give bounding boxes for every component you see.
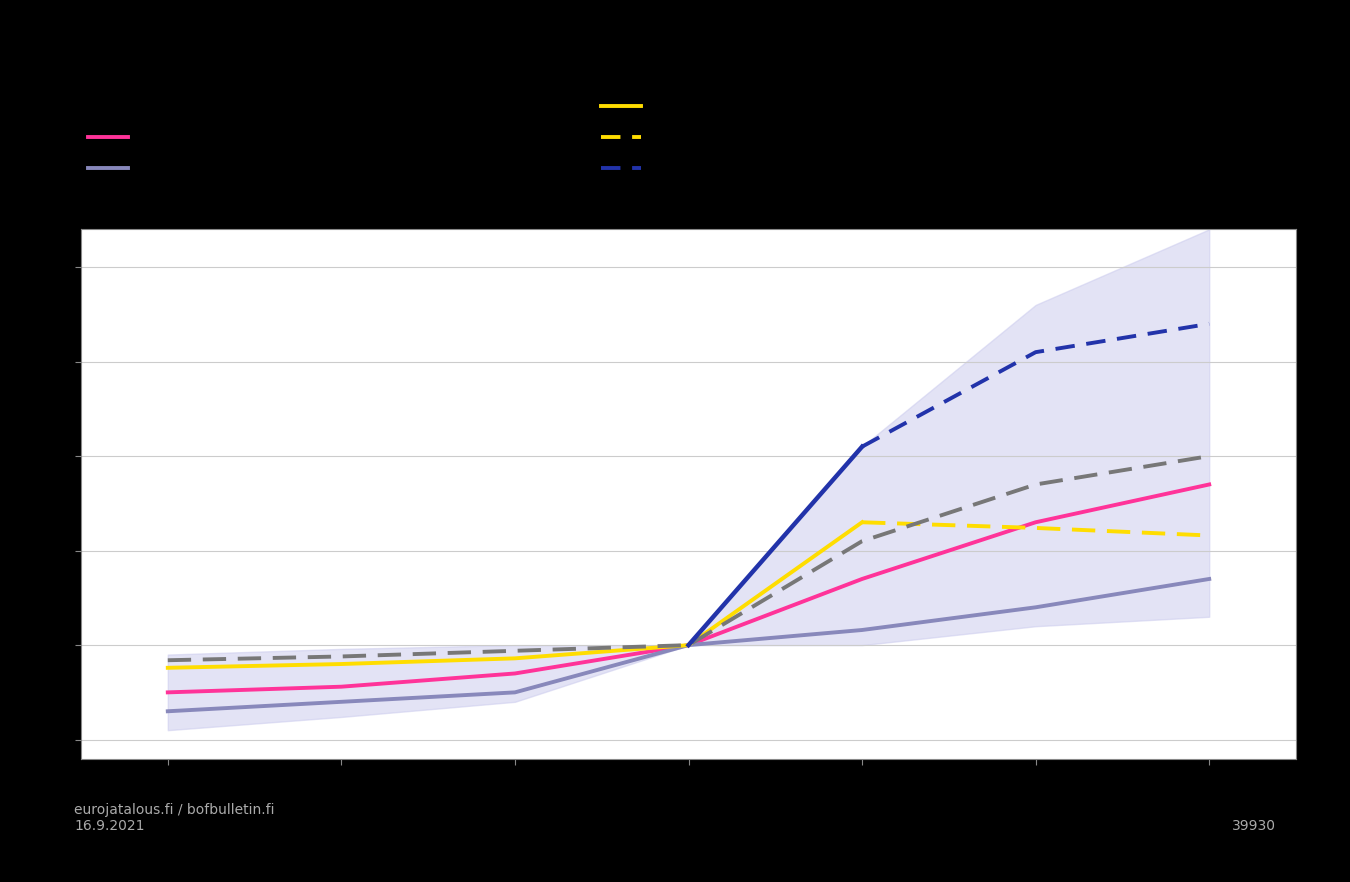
Text: eurojatalous.fi / bofbulletin.fi
16.9.2021: eurojatalous.fi / bofbulletin.fi 16.9.20… (74, 804, 275, 833)
Text: 39930: 39930 (1231, 819, 1276, 833)
